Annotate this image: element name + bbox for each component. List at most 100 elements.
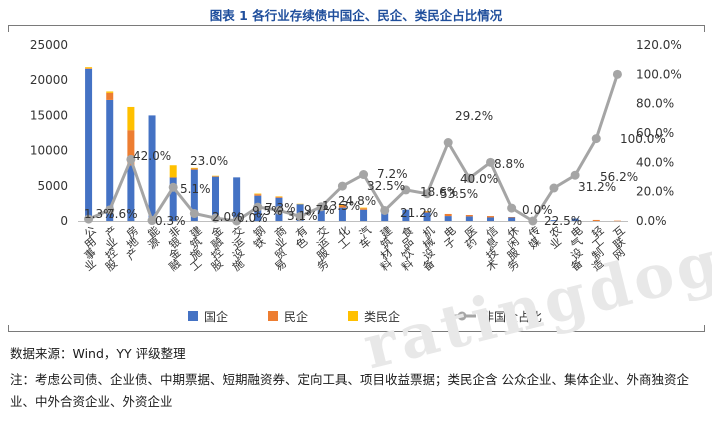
- ratio-data-label: 32.5%: [367, 179, 405, 193]
- bar-民企: [169, 177, 177, 178]
- ratio-data-label: 5.1%: [180, 182, 211, 196]
- ratio-point: [189, 209, 199, 219]
- y-left-tick-label: 20000: [30, 73, 68, 87]
- bar-民企: [444, 213, 452, 217]
- legend-label: 非国企占比: [482, 309, 542, 324]
- bar-民企: [127, 130, 135, 166]
- y-right-tick-label: 80.0%: [636, 97, 674, 111]
- legend-label: 民企: [284, 309, 308, 324]
- legend-swatch: [348, 311, 358, 321]
- ratio-point: [337, 181, 347, 191]
- category-label: 股: [209, 257, 226, 274]
- ratio-point: [486, 157, 495, 167]
- bar-国企: [444, 216, 452, 221]
- category-label: 务: [315, 257, 332, 274]
- legend-marker: [457, 311, 467, 321]
- category-label: 工: [336, 235, 353, 252]
- legend-swatch: [268, 311, 278, 321]
- ratio-data-label: 21.2%: [400, 206, 438, 220]
- ratio-point: [147, 216, 157, 226]
- ratio-point: [612, 69, 622, 79]
- ratio-data-label: 7.6%: [107, 207, 138, 221]
- bar-类民企: [169, 165, 177, 178]
- y-right-tick-label: 100.0%: [636, 67, 682, 81]
- category-label: 造: [589, 256, 606, 274]
- bar-国企: [212, 176, 219, 221]
- category-label: 网: [611, 246, 628, 263]
- bar-国企: [85, 68, 93, 221]
- bar-民企: [275, 196, 283, 198]
- bar-国企: [190, 169, 198, 221]
- category-label: 易: [272, 257, 289, 274]
- bar-民企: [190, 168, 198, 170]
- ratio-point: [570, 170, 580, 180]
- y-left-tick-label: 15000: [30, 108, 68, 122]
- y-right-tick-label: 120.0%: [636, 38, 682, 52]
- category-label: 施: [230, 257, 247, 274]
- y-right-tick-label: 60.0%: [636, 126, 674, 140]
- category-label: 备: [420, 256, 437, 274]
- ratio-data-label: 53.5%: [440, 187, 478, 201]
- bar-类民企: [275, 196, 283, 197]
- ratio-data-label: 31.2%: [578, 180, 616, 194]
- bar-国企: [402, 209, 410, 221]
- bar-类民企: [254, 193, 262, 195]
- ratio-data-label: 0.3%: [155, 214, 186, 228]
- bar-民企: [592, 219, 600, 221]
- ratio-data-label: 40.0%: [460, 172, 498, 186]
- frame-corner: [697, 25, 705, 32]
- ratio-point: [295, 211, 305, 221]
- category-label: 料: [399, 256, 416, 274]
- category-label: 务: [505, 257, 522, 274]
- bar-国企: [169, 177, 177, 221]
- ratio-data-label: 7.3%: [265, 201, 296, 215]
- ratio-point: [443, 138, 453, 148]
- bar-国企: [106, 99, 114, 221]
- top-divider: [8, 25, 704, 26]
- ratio-data-label: 42.0%: [133, 149, 171, 163]
- bar-民企: [85, 68, 93, 69]
- ratio-data-label: 2.0%: [212, 210, 243, 224]
- frame-corner: [697, 325, 705, 332]
- ratio-point: [211, 213, 220, 223]
- bar-国企: [550, 220, 558, 221]
- ratio-point: [168, 182, 178, 192]
- category-label: 融: [167, 257, 184, 274]
- bar-国企: [381, 210, 389, 221]
- category-label: 备: [568, 256, 585, 274]
- data-source: 数据来源：Wind，YY 评级整理: [10, 346, 186, 361]
- legend-label: 类民企: [364, 309, 400, 324]
- bar-民企: [106, 92, 114, 100]
- bar-民企: [338, 205, 346, 208]
- bar-民企: [254, 194, 262, 196]
- ratio-data-label: 100.0%: [620, 132, 666, 146]
- bar-类民企: [423, 211, 431, 212]
- category-label: 工: [188, 257, 205, 274]
- bar-民企: [423, 211, 431, 213]
- ratio-data-label: 8.8%: [494, 157, 525, 171]
- ratio-point: [422, 189, 432, 199]
- frame-corner: [8, 25, 16, 32]
- legend-label: 国企: [204, 309, 228, 324]
- ratio-data-label: 13.3%: [322, 199, 360, 213]
- bar-类民企: [360, 207, 368, 209]
- y-right-tick-label: 20.0%: [636, 185, 674, 199]
- category-label: 术: [484, 257, 501, 274]
- bar-国企: [148, 115, 156, 221]
- ratio-data-label: 56.2%: [600, 170, 638, 184]
- ratio-point: [105, 205, 115, 215]
- chart-title: 图表 1 各行业存续债中国企、民企、类民企占比情况: [209, 8, 503, 23]
- frame-corner: [8, 325, 16, 332]
- bar-国企: [487, 217, 494, 221]
- category-label: 色: [293, 234, 310, 252]
- ratio-data-label: 7.2%: [377, 167, 408, 181]
- category-label: 源: [145, 234, 162, 252]
- ratio-point: [253, 202, 263, 212]
- ratio-data-label: 29.2%: [455, 109, 493, 123]
- ratio-data-label: 23.0%: [190, 154, 228, 168]
- bar-国企: [233, 177, 241, 221]
- ratio-point: [380, 205, 390, 215]
- chart-area: 0 5000 10000 15000 20000 25000 0.0% 20.0% 40.0% 6…: [30, 38, 682, 324]
- bar-民企: [487, 216, 494, 218]
- ratio-point: [359, 170, 369, 180]
